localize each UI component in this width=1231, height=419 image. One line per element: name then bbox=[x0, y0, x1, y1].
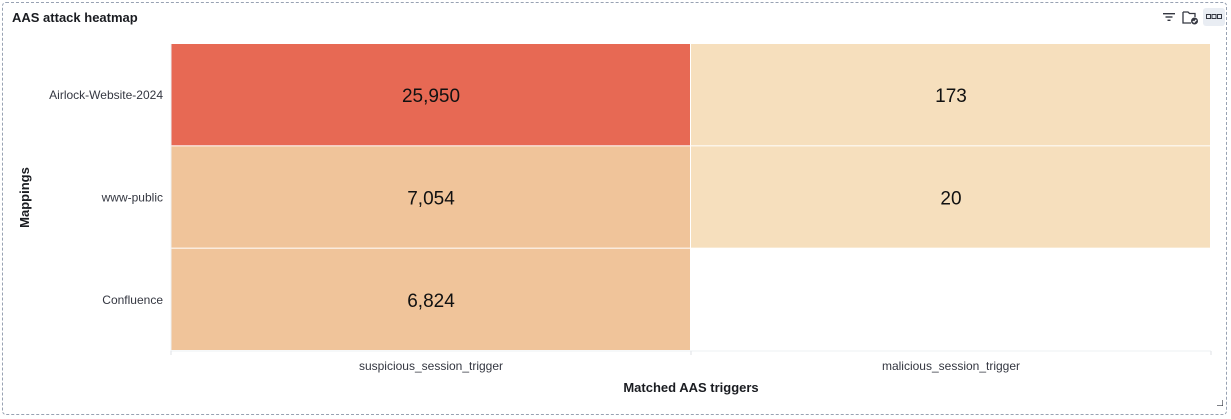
panel-title: AAS attack heatmap bbox=[12, 10, 138, 25]
filter-icon[interactable] bbox=[1160, 8, 1178, 26]
folder-check-icon[interactable] bbox=[1181, 8, 1199, 26]
y-axis-title: Mappings bbox=[17, 167, 32, 228]
more-options-icon[interactable] bbox=[1203, 8, 1225, 26]
cell-value-label: 6,824 bbox=[407, 291, 455, 312]
x-tick-label: malicious_session_trigger bbox=[882, 359, 1020, 373]
cell-value-label: 173 bbox=[935, 86, 967, 107]
cell-value-label: 20 bbox=[940, 189, 961, 210]
heatmap-cell[interactable] bbox=[171, 44, 690, 146]
heatmap-cell[interactable] bbox=[691, 146, 1210, 248]
x-tick-label: suspicious_session_trigger bbox=[359, 359, 503, 373]
y-tick-label: Airlock-Website-2024 bbox=[49, 88, 163, 102]
heatmap-cell[interactable] bbox=[691, 44, 1210, 146]
heatmap-cell[interactable] bbox=[171, 146, 690, 248]
heatmap-cell[interactable] bbox=[691, 248, 1210, 350]
cell-value-label: 7,054 bbox=[407, 189, 455, 210]
cell-value-label: 25,950 bbox=[402, 86, 460, 107]
y-tick-label: www-public bbox=[101, 191, 163, 205]
y-tick-label: Confluence bbox=[102, 293, 163, 307]
heatmap-cell[interactable] bbox=[171, 248, 690, 350]
x-axis-title: Matched AAS triggers bbox=[623, 380, 758, 395]
